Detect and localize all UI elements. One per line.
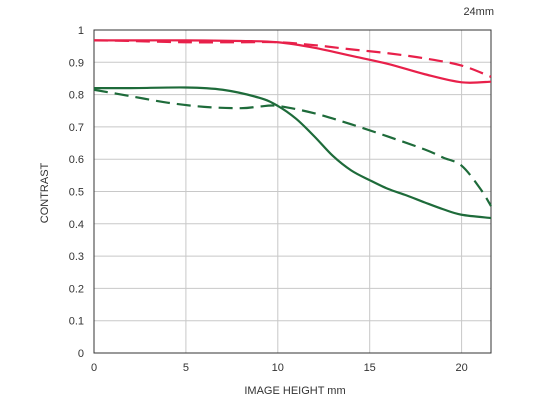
y-tick-label: 0.8: [69, 90, 84, 102]
x-tick-label: 15: [364, 362, 376, 374]
series-line-4-dashed: [93, 88, 492, 207]
x-tick-label: 10: [272, 362, 284, 374]
y-tick-label: 0: [78, 348, 84, 360]
y-tick-label: 0.9: [69, 57, 84, 69]
y-tick-label: 0.2: [69, 283, 84, 295]
y-tick-label: 0.5: [69, 187, 84, 199]
x-axis-title: IMAGE HEIGHT mm: [244, 385, 345, 397]
plot-frame: [93, 29, 492, 354]
series-line-2-dashed: [93, 39, 492, 78]
x-tick-label: 20: [455, 362, 467, 374]
y-tick-label: 0.1: [69, 316, 84, 328]
series-group: [93, 39, 492, 220]
series-line-3-solid: [93, 86, 492, 220]
y-tick-label: 0.6: [69, 154, 84, 166]
y-tick-label: 1: [78, 25, 84, 37]
y-tick-label: 0.7: [69, 122, 84, 134]
series-line-1-solid: [94, 39, 492, 84]
tick-labels: 00.10.20.30.40.50.60.70.80.910 5 10 15 20: [69, 25, 468, 374]
chart-title: 24mm: [463, 6, 494, 18]
x-tick-label: 0: [91, 362, 97, 374]
y-axis-title: CONTRAST: [39, 162, 51, 223]
y-tick-label: 0.3: [69, 251, 84, 263]
x-tick-label: 5: [183, 362, 189, 374]
grid: [93, 29, 491, 354]
y-tick-label: 0.4: [69, 219, 84, 231]
